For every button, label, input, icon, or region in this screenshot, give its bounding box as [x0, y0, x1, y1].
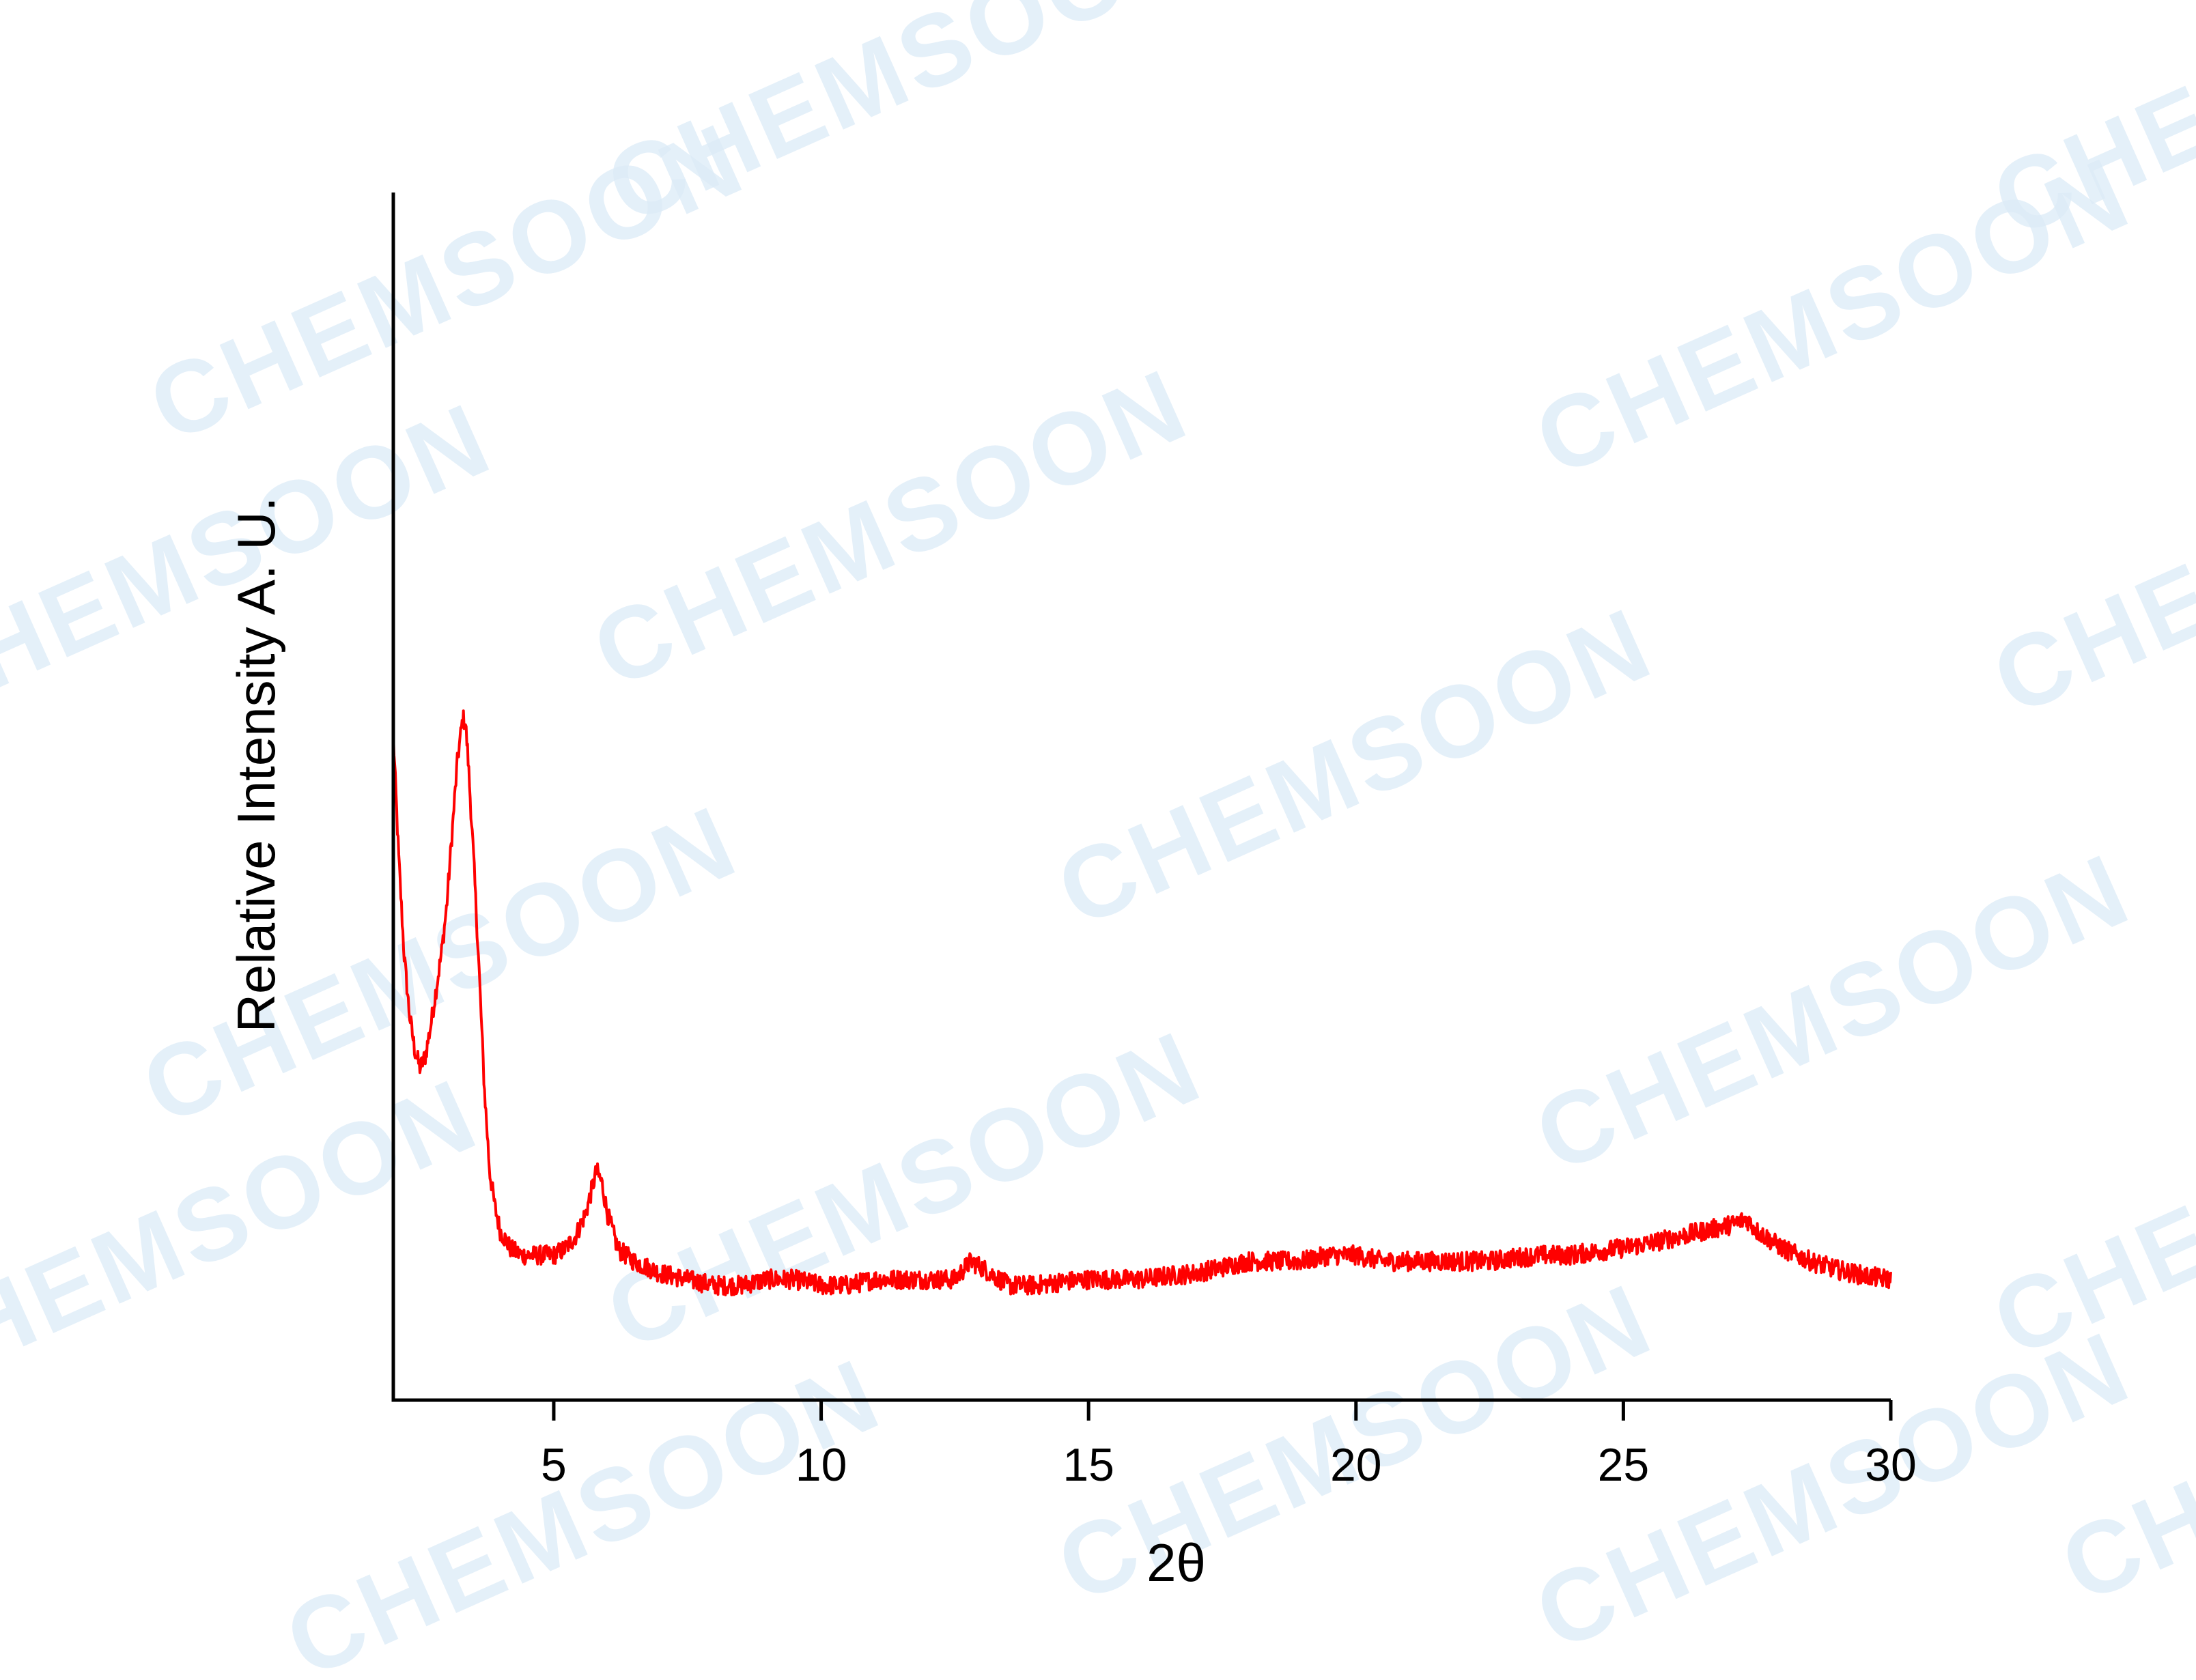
x-tick-label: 10	[796, 1439, 847, 1491]
y-axis-title: Relative Intensity A. U.	[226, 497, 286, 1033]
x-tick-layer: 5 10 15 20 25 30	[541, 1400, 1917, 1491]
x-tick-label: 5	[541, 1439, 567, 1491]
watermark-text: CHEMSOON	[1977, 1015, 2196, 1378]
watermark-text: CHEMSOON	[591, 0, 1218, 245]
x-tick-label: 25	[1598, 1439, 1650, 1491]
watermark-text: CHEMSOON	[270, 1336, 897, 1680]
watermark-text: CHEMSOON	[1519, 831, 2147, 1194]
watermark-text: CHEMSOON	[577, 346, 1205, 709]
watermark-text: CHEMSOON	[1977, 0, 2196, 259]
watermark-text: CHEMSOON	[1977, 373, 2196, 737]
watermark-text: CHEMSOON	[591, 1008, 1218, 1371]
x-tick-label: 20	[1330, 1439, 1382, 1491]
x-axis-title: 2θ	[1146, 1533, 1206, 1593]
xrd-series-line	[392, 709, 1892, 1296]
x-tick-label: 15	[1062, 1439, 1114, 1491]
x-tick-label: 30	[1865, 1439, 1917, 1491]
series-layer	[392, 709, 1892, 1296]
watermark-text: CHEMSOON	[1041, 585, 1669, 948]
